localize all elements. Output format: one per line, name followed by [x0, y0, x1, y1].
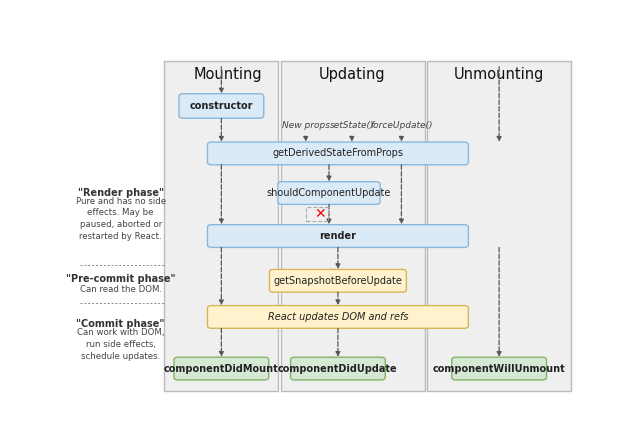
Text: shouldComponentUpdate: shouldComponentUpdate [267, 188, 391, 198]
Text: getSnapshotBeforeUpdate: getSnapshotBeforeUpdate [273, 276, 403, 286]
FancyBboxPatch shape [281, 60, 425, 391]
FancyBboxPatch shape [278, 181, 380, 204]
Text: Mounting: Mounting [193, 67, 262, 82]
Text: setState(): setState() [330, 122, 374, 131]
Text: New props: New props [282, 122, 330, 131]
FancyBboxPatch shape [179, 94, 264, 118]
Text: render: render [319, 231, 356, 241]
Text: "Render phase": "Render phase" [77, 188, 164, 198]
FancyBboxPatch shape [428, 60, 571, 391]
Text: componentDidUpdate: componentDidUpdate [278, 363, 397, 374]
Text: componentDidMount: componentDidMount [164, 363, 279, 374]
FancyBboxPatch shape [207, 306, 468, 328]
Text: getDerivedStateFromProps: getDerivedStateFromProps [273, 148, 403, 158]
Text: Can read the DOM.: Can read the DOM. [79, 285, 162, 294]
FancyBboxPatch shape [207, 225, 468, 248]
FancyBboxPatch shape [291, 357, 385, 380]
Text: componentWillUnmount: componentWillUnmount [433, 363, 566, 374]
FancyBboxPatch shape [452, 357, 547, 380]
Text: Unmounting: Unmounting [454, 67, 544, 82]
Text: constructor: constructor [189, 101, 253, 111]
Text: React updates DOM and refs: React updates DOM and refs [268, 312, 408, 322]
Text: Updating: Updating [319, 67, 385, 82]
FancyBboxPatch shape [174, 357, 269, 380]
FancyBboxPatch shape [207, 142, 468, 165]
Text: ✕: ✕ [314, 207, 325, 221]
Text: "Pre-commit phase": "Pre-commit phase" [66, 274, 175, 284]
Text: forceUpdate(): forceUpdate() [370, 122, 433, 131]
FancyBboxPatch shape [269, 270, 406, 292]
Text: Can work with DOM,
run side effects,
schedule updates.: Can work with DOM, run side effects, sch… [77, 328, 164, 361]
FancyBboxPatch shape [164, 60, 278, 391]
Text: Pure and has no side
effects. May be
paused, aborted or
restarted by React.: Pure and has no side effects. May be pau… [76, 197, 166, 241]
Text: "Commit phase": "Commit phase" [77, 319, 165, 329]
